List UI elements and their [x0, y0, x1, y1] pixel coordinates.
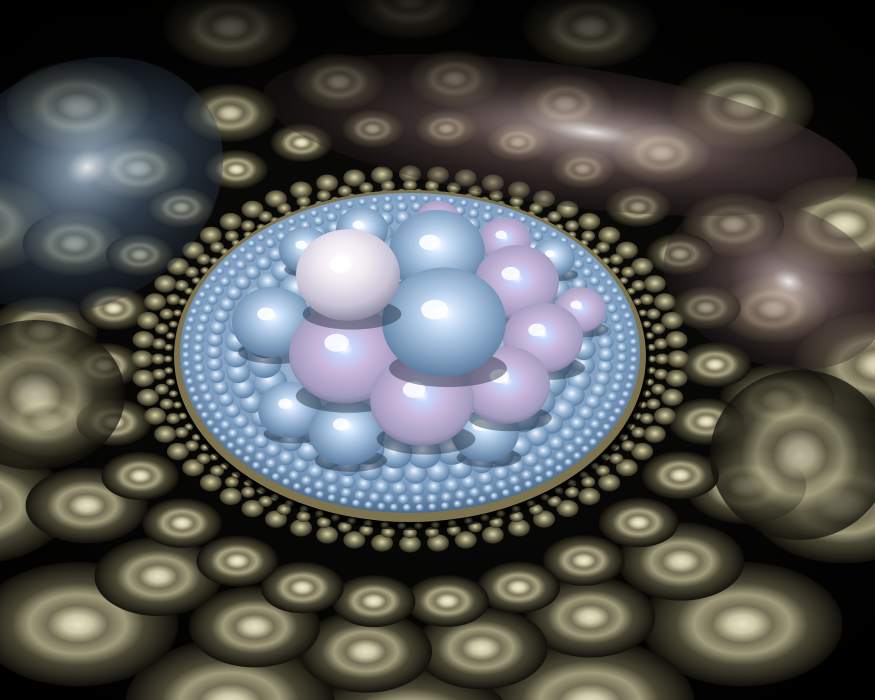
fractal-scene	[0, 0, 875, 700]
top-vignette	[0, 0, 875, 700]
